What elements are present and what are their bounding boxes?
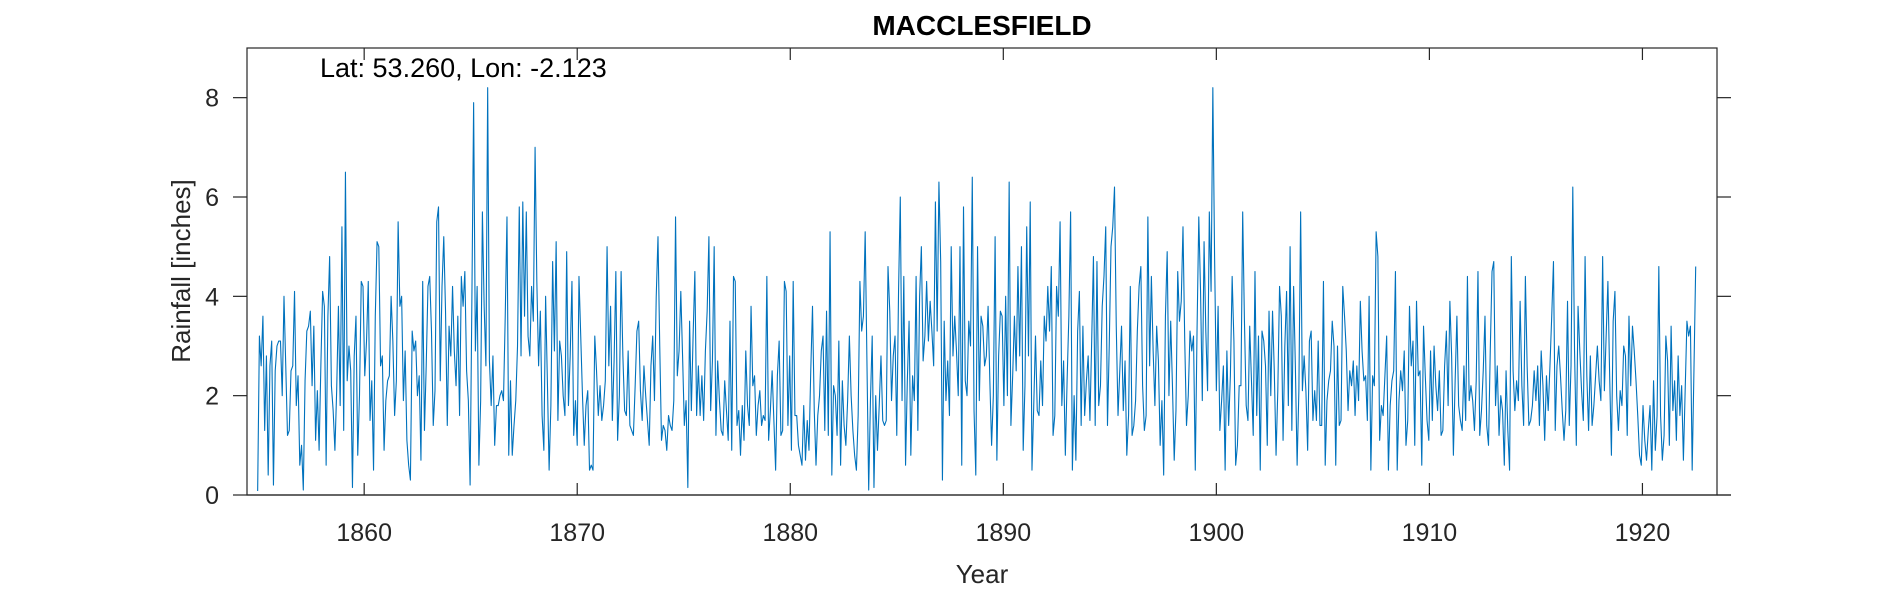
y-tick-label: 0 xyxy=(205,482,219,510)
location-annotation: Lat: 53.260, Lon: -2.123 xyxy=(320,53,607,83)
rainfall-series-line xyxy=(257,87,1697,492)
y-tick-label: 2 xyxy=(205,383,219,411)
x-tick-label: 1900 xyxy=(1189,519,1245,547)
data-layer xyxy=(257,87,1697,492)
x-tick-label: 1870 xyxy=(549,519,605,547)
y-axis-title: Rainfall [inches] xyxy=(166,179,196,363)
chart-title: MACCLESFIELD xyxy=(872,10,1091,41)
x-tick-label: 1860 xyxy=(336,519,392,547)
x-tick-label: 1910 xyxy=(1402,519,1458,547)
x-tick-label: 1920 xyxy=(1615,519,1671,547)
ticks-layer: 1860 1870 1880 1890 1900 1910 1920 0 2 4 6 8 xyxy=(205,48,1731,547)
y-tick-label: 8 xyxy=(205,85,219,113)
x-tick-label: 1880 xyxy=(762,519,818,547)
y-tick-label: 6 xyxy=(205,184,219,212)
x-axis-title: Year xyxy=(956,559,1009,589)
x-tick-label: 1890 xyxy=(975,519,1031,547)
y-tick-label: 4 xyxy=(205,283,219,311)
plot-area xyxy=(247,48,1717,495)
